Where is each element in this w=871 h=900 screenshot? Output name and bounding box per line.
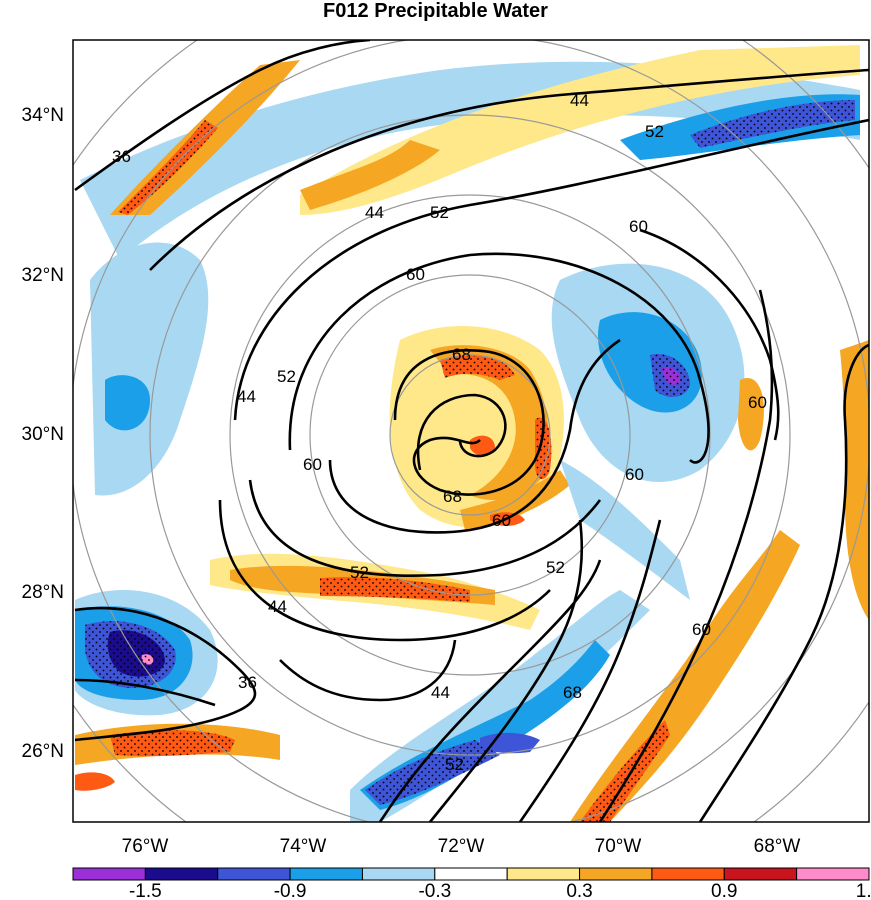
red-core-center bbox=[470, 435, 495, 456]
colorbar-tick-label: -0.9 bbox=[274, 881, 307, 900]
lat-label: 32°N bbox=[22, 265, 64, 286]
contour-west-36 bbox=[74, 678, 216, 707]
light-blue-band-southeast bbox=[560, 460, 690, 600]
contour-label: 52 bbox=[546, 558, 565, 577]
colorbar-tick-label: -1.5 bbox=[129, 881, 162, 900]
orange-band-east bbox=[840, 340, 869, 620]
red-band-far-south bbox=[75, 772, 115, 791]
colorbar-swatch bbox=[579, 867, 653, 881]
colorbar-swatch bbox=[144, 867, 219, 881]
contour-label: 44 bbox=[431, 683, 450, 702]
contour-label: 60 bbox=[303, 455, 322, 474]
contour-52-north bbox=[233, 118, 869, 421]
contour-label: 68 bbox=[452, 345, 471, 364]
lon-label: 70°W bbox=[595, 836, 642, 857]
contour-label: 60 bbox=[406, 265, 425, 284]
contour-52-east bbox=[698, 343, 869, 822]
map-frame bbox=[72, 39, 870, 823]
lat-label: 28°N bbox=[22, 582, 64, 603]
contour-label: 52 bbox=[645, 122, 664, 141]
dark-blue-band-south-2 bbox=[480, 732, 540, 754]
contour-68-loop bbox=[416, 393, 507, 471]
contour-60-lower bbox=[328, 338, 621, 534]
light-blue-west bbox=[90, 242, 209, 496]
colorbar-swatch bbox=[72, 867, 146, 881]
lat-label: 34°N bbox=[22, 105, 64, 126]
contour-label: 60 bbox=[625, 465, 644, 484]
contour-68-inner bbox=[393, 349, 545, 496]
contour-label: 60 bbox=[492, 511, 511, 530]
lat-label: 26°N bbox=[22, 741, 64, 762]
lat-label: 30°N bbox=[22, 424, 64, 445]
contour-label: 52 bbox=[445, 755, 464, 774]
lon-label: 72°W bbox=[438, 836, 485, 857]
contour-label: 52 bbox=[430, 203, 449, 222]
contour-labels: 36 44 52 60 68 44 52 60 68 60 52 44 36 4… bbox=[112, 91, 767, 774]
contour-label: 44 bbox=[268, 597, 287, 616]
contour-44-north bbox=[149, 68, 869, 271]
orange-core-bottom bbox=[460, 470, 570, 530]
yellow-band-north bbox=[300, 45, 860, 215]
lon-label: 68°W bbox=[754, 836, 801, 857]
colorbar-swatch bbox=[651, 867, 725, 881]
pw-contours bbox=[74, 40, 869, 822]
map-title: F012 Precipitable Water bbox=[323, 0, 548, 22]
contour-label: 52 bbox=[277, 367, 296, 386]
contour-label: 68 bbox=[563, 683, 582, 702]
contour-label: 44 bbox=[365, 203, 384, 222]
contour-60-spiral bbox=[288, 252, 710, 464]
contour-36-north bbox=[74, 40, 371, 192]
latitude-labels: 34°N 32°N 30°N 28°N 26°N bbox=[22, 105, 64, 762]
contour-44-south bbox=[279, 639, 457, 702]
colorbar-swatch bbox=[361, 867, 436, 881]
orange-band-north bbox=[300, 140, 440, 210]
light-blue-band-outer bbox=[80, 61, 860, 260]
longitude-labels: 76°W 74°W 72°W 70°W 68°W bbox=[122, 836, 801, 857]
colorbar-swatch bbox=[506, 867, 581, 881]
colorbar-swatch bbox=[796, 867, 870, 881]
contour-44-lower bbox=[218, 499, 551, 642]
contour-label: 36 bbox=[112, 147, 131, 166]
contour-label: 52 bbox=[350, 563, 369, 582]
orange-band-east-2 bbox=[738, 378, 764, 451]
colorbar-tick-label: 0.3 bbox=[566, 881, 592, 900]
colorbar-swatch bbox=[217, 867, 291, 881]
contour-label: 60 bbox=[748, 393, 767, 412]
colorbar-swatch bbox=[723, 867, 798, 881]
contour-label: 36 bbox=[238, 673, 257, 692]
contour-52-south bbox=[428, 519, 584, 822]
colorbar-swatch bbox=[289, 867, 363, 881]
contour-label: 60 bbox=[629, 217, 648, 236]
colorbar-tick-label: -0.3 bbox=[418, 881, 451, 900]
colorbar: -1.5 -0.9 -0.3 0.3 0.9 1.5 bbox=[72, 867, 871, 900]
contour-60-south bbox=[518, 519, 662, 822]
lon-label: 76°W bbox=[122, 836, 169, 857]
lon-label: 74°W bbox=[280, 836, 327, 857]
blue-west-spot bbox=[105, 375, 150, 431]
contour-52-lower bbox=[248, 479, 602, 577]
contour-60-east bbox=[639, 228, 780, 441]
contour-36-sw bbox=[74, 606, 257, 742]
anomaly-shading bbox=[75, 45, 869, 822]
contour-44-south-2 bbox=[378, 559, 602, 822]
contour-label: 60 bbox=[692, 620, 711, 639]
contour-label: 44 bbox=[570, 91, 589, 110]
colorbar-tick-label: 0.9 bbox=[711, 881, 737, 900]
colorbar-swatch bbox=[434, 867, 508, 881]
orange-core bbox=[430, 345, 549, 500]
colorbar-tick-label: 1.5 bbox=[856, 881, 871, 900]
contour-label: 68 bbox=[443, 487, 462, 506]
contour-label: 44 bbox=[237, 387, 256, 406]
